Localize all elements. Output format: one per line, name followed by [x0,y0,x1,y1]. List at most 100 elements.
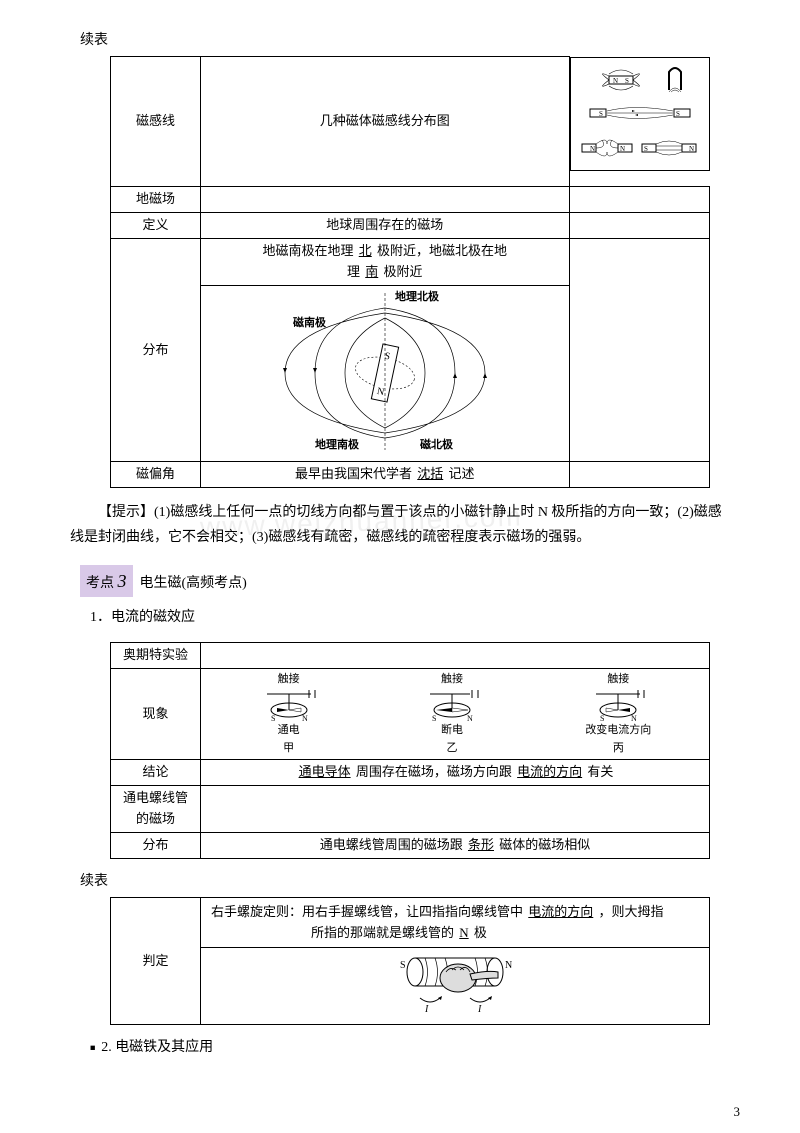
exp-label: 甲 [283,740,294,758]
table-magnetic-field: 磁感线 几种磁体磁感线分布图 N S S S [110,56,710,488]
kaodian-text: 电生磁(高频考点) [140,576,247,591]
svg-text:N: N [467,714,473,722]
svg-text:磁南极: 磁南极 [293,315,327,329]
compass-icon: SN [422,688,482,722]
svg-text:地理南极: 地理南极 [315,437,360,451]
svg-text:S: S [432,714,436,722]
table-row: 分布 通电螺线管周围的磁场跟 条形 磁体的磁场相似 [111,832,710,858]
cell-diagram: 触接 SN 通电 甲 触接 [201,668,710,760]
ss-facing-icon: S S [585,98,695,128]
svg-text:S: S [271,714,275,722]
section-heading: 考点 3 电生磁(高频考点) [50,565,750,598]
cell-desc: 地球周围存在的磁场 [201,213,570,239]
svg-text:磁北极: 磁北极 [420,437,454,451]
cell-empty [569,238,710,461]
cell-empty [201,642,710,668]
subsection-label: ■ 2. 电磁铁及其应用 [90,1037,750,1059]
exp-item: 触接 SN 改变电流方向 丙 [585,671,651,758]
svg-text:S: S [644,145,648,153]
svg-text:N: N [689,145,694,153]
cell-label: 判定 [111,897,201,1024]
blank-answer: 北 [357,243,374,258]
cell-label: 奥期特实验 [111,642,201,668]
svg-text:S: S [676,110,680,118]
blank-answer: 电流的方向 [526,904,595,919]
text-span: 理 [347,264,360,279]
page-number: 3 [734,1102,741,1123]
table-row: 结论 通电导体 周围存在磁场，磁场方向跟 电流的方向 有关 [111,760,710,786]
cell-diagram: N S S S N N S [570,57,710,171]
horseshoe-icon [661,64,689,94]
blank-answer: 电流的方向 [515,764,584,779]
table-row: 磁感线 几种磁体磁感线分布图 N S S S [111,57,710,187]
text-span: 磁体的磁场相似 [499,837,590,852]
cell-label: 分布 [111,832,201,858]
table-row: 现象 触接 SN 通电 甲 触接 [111,668,710,760]
text-span: ，则大拇指 [599,904,664,919]
svg-text:地理北极: 地理北极 [395,289,440,303]
cell-label: 结论 [111,760,201,786]
exp-label: 触接 [607,671,629,689]
text-span: 2. 电磁铁及其应用 [101,1040,213,1055]
svg-text:N: N [590,145,595,153]
continuation-label: 续表 [80,871,750,893]
kaodian-number: 3 [118,571,127,591]
cell-label: 磁偏角 [111,462,201,488]
cell-diagram: S N I I [201,948,710,1025]
blank-answer: 条形 [466,837,496,852]
cell-label: 通电螺线管的磁场 [111,786,201,833]
table-oersted: 奥期特实验 现象 触接 SN 通电 甲 [110,642,710,859]
table-row: 地磁场 [111,187,710,213]
svg-text:N: N [505,960,512,971]
svg-text:N: N [620,145,625,153]
earth-field-icon: S N 地理北极 磁南极 地理南极 磁北极 [255,288,515,453]
blank-answer: 南 [363,264,380,279]
exp-label: 改变电流方向 [585,722,651,740]
text-span: 右手螺旋定则：用右手握螺线管，让四指指向螺线管中 [211,904,523,919]
text-span: 极附近 [384,264,423,279]
table-right-hand: 判定 右手螺旋定则：用右手握螺线管，让四指指向螺线管中 电流的方向 ，则大拇指 … [110,897,710,1025]
kaodian-badge: 考点 3 [80,565,133,598]
cell-text: 最早由我国宋代学者 沈括 记述 [201,462,570,488]
compass-icon: SN [259,688,319,722]
cell-label: 定义 [111,213,201,239]
cell-text: 右手螺旋定则：用右手握螺线管，让四指指向螺线管中 电流的方向 ，则大拇指 所指的… [201,897,710,948]
cell-desc: 几种磁体磁感线分布图 [201,57,570,187]
cell-label: 分布 [111,238,201,461]
cell-text: 通电导体 周围存在磁场，磁场方向跟 电流的方向 有关 [201,760,710,786]
subsection-label: 1．电流的磁效应 [90,607,750,629]
table-row: 判定 右手螺旋定则：用右手握螺线管，让四指指向螺线管中 电流的方向 ，则大拇指 … [111,897,710,948]
compass-icon: SN [588,688,648,722]
cell-text: 通电螺线管周围的磁场跟 条形 磁体的磁场相似 [201,832,710,858]
cell-empty [569,187,710,213]
nn-ns-icon: N N S N [580,132,700,164]
table-row: 分布 地磁南极在地理 北 极附近，地磁北极在地 理 南 极附近 [111,238,710,285]
blank-answer: N [457,925,470,940]
cell-diagram: S N 地理北极 磁南极 地理南极 磁北极 [201,285,570,462]
bullet-icon: ■ [90,1043,98,1053]
cell-empty [201,786,710,833]
svg-text:S: S [599,110,603,118]
blank-answer: 通电导体 [297,764,353,779]
barmagnet-icon: N S [591,64,651,94]
exp-label: 丙 [613,740,624,758]
kaodian-label: 考点 [86,576,114,591]
svg-text:I: I [424,1004,429,1015]
svg-text:N: N [631,714,637,722]
svg-text:I: I [477,1004,482,1015]
text-span: 极 [474,925,487,940]
cell-label: 磁感线 [111,57,201,187]
continuation-label: 续表 [80,30,750,52]
svg-text:S: S [600,714,604,722]
text-span: 所指的那端就是螺线管的 [211,925,454,940]
table-row: 通电螺线管的磁场 [111,786,710,833]
cell-empty [569,462,710,488]
svg-text:N: N [302,714,308,722]
text-span: 有关 [587,764,613,779]
exp-label: 断电 [441,722,463,740]
svg-text:N: N [613,77,618,85]
exp-label: 乙 [446,740,457,758]
table-row: S N I I [111,948,710,1025]
exp-item: 触接 SN 断电 乙 [422,671,482,758]
text-span: 最早由我国宋代学者 [295,466,412,481]
